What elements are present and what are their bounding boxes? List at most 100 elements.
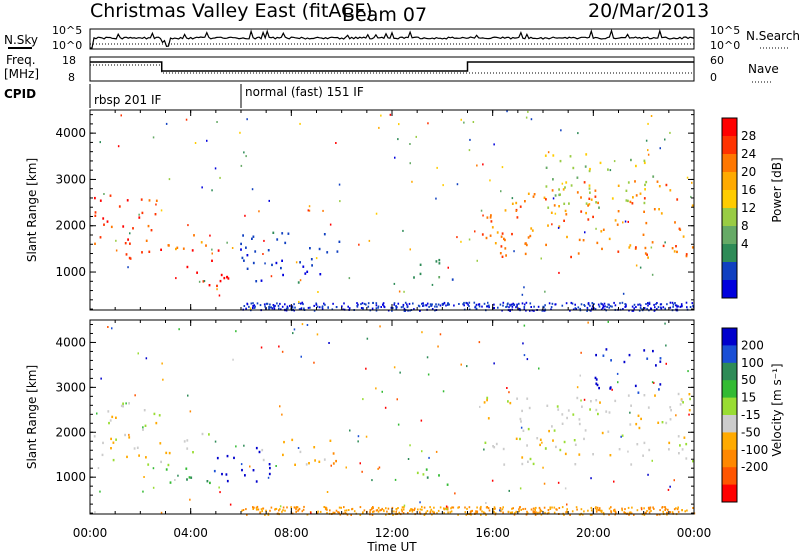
scatter-cell <box>442 390 445 393</box>
scatter-cell <box>317 510 319 513</box>
scatter-cell <box>471 509 473 512</box>
scatter-cell <box>339 200 341 203</box>
scatter-cell <box>152 136 155 139</box>
scatter-cell <box>122 402 124 405</box>
scatter-cell <box>661 506 664 508</box>
scatter-cell <box>597 412 599 416</box>
colorbar-tick-label: 8 <box>741 219 749 233</box>
scatter-cell <box>608 306 610 309</box>
scatter-cell <box>578 453 581 456</box>
scatter-cell <box>661 421 664 424</box>
scatter-cell <box>570 184 573 187</box>
scatter-cell <box>547 206 550 209</box>
scatter-cell <box>493 303 495 306</box>
scatter-cell <box>373 510 375 513</box>
scatter-cell <box>367 305 370 308</box>
scatter-cell <box>186 265 189 269</box>
scatter-cell <box>450 510 453 513</box>
scatter-cell <box>677 435 680 438</box>
scatter-cell <box>375 212 378 215</box>
scatter-cell <box>245 155 247 158</box>
scatter-cell <box>478 341 481 344</box>
scatter-cell <box>598 507 601 510</box>
scatter-cell <box>660 307 663 310</box>
scatter-cell <box>155 199 158 202</box>
scatter-cell <box>409 509 411 512</box>
scatter-cell <box>443 507 446 510</box>
scatter-cell <box>142 426 144 429</box>
scatter-cell <box>645 139 648 142</box>
scatter-cell <box>547 511 550 514</box>
scatter-cell <box>657 421 660 424</box>
scatter-cell <box>409 248 411 251</box>
scatter-cell <box>324 508 327 511</box>
scatter-cell <box>614 399 617 403</box>
scatter-cell <box>450 507 452 510</box>
scatter-cell <box>201 432 204 436</box>
scatter-cell <box>526 510 528 513</box>
scatter-cell <box>636 443 639 446</box>
scatter-cell <box>124 242 127 245</box>
scatter-cell <box>253 506 255 509</box>
scatter-cell <box>652 349 654 353</box>
scatter-cell <box>658 208 660 211</box>
scatter-cell <box>175 247 177 251</box>
scatter-cell <box>176 246 179 249</box>
scatter-cell <box>152 467 155 470</box>
scatter-cell <box>647 304 649 307</box>
colorbar-tick-label: -200 <box>741 460 768 474</box>
scatter-cell <box>301 301 304 304</box>
colorbar-cell <box>722 172 737 191</box>
scatter-cell <box>549 506 551 509</box>
scatter-cell <box>144 424 147 427</box>
scatter-cell <box>491 226 494 229</box>
scatter-cell <box>480 513 482 516</box>
scatter-cell <box>319 510 322 513</box>
scatter-cell <box>418 305 421 308</box>
scatter-cell <box>523 306 526 308</box>
scatter-cell <box>566 235 568 239</box>
scatter-cell <box>572 166 575 170</box>
scatter-cell <box>407 512 409 514</box>
scatter-cell <box>323 302 325 305</box>
scatter-cell <box>281 232 284 235</box>
scatter-cell <box>301 510 304 513</box>
scatter-cell <box>545 198 547 201</box>
scatter-cell <box>475 510 477 513</box>
scatter-cell <box>252 506 254 509</box>
scatter-cell <box>590 506 593 509</box>
scatter-cell <box>428 456 430 459</box>
scatter-cell <box>550 306 553 309</box>
scatter-cell <box>555 508 557 511</box>
scatter-cell <box>443 512 445 515</box>
scatter-cell <box>500 235 503 238</box>
scatter-cell <box>518 508 520 511</box>
colorbar-cell <box>722 136 737 155</box>
scatter-cell <box>647 149 649 152</box>
scatter-cell <box>383 510 385 513</box>
scatter-cell <box>570 255 572 259</box>
scatter-cell <box>548 302 551 305</box>
scatter-cell <box>568 202 570 205</box>
scatter-cell <box>575 308 577 311</box>
scatter-cell <box>509 401 512 405</box>
scatter-cell <box>223 276 226 280</box>
scatter-cell <box>631 309 634 312</box>
scatter-cell <box>314 459 316 462</box>
scatter-cell <box>338 506 341 509</box>
scatter-cell <box>627 450 629 453</box>
scatter-cell <box>219 176 221 179</box>
scatter-cell <box>437 345 439 348</box>
scatter-cell <box>393 302 396 305</box>
scatter-cell <box>326 491 329 493</box>
scatter-cell <box>650 246 653 249</box>
scatter-cell <box>109 419 112 422</box>
scatter-cell <box>621 507 623 510</box>
scatter-cell <box>371 507 373 509</box>
scatter-cell <box>515 210 517 212</box>
scatter-cell <box>585 153 588 156</box>
scatter-cell <box>442 184 444 187</box>
scatter-cell <box>503 237 505 241</box>
scatter-cell <box>481 510 483 513</box>
x-tick-label: 08:00 <box>274 526 309 540</box>
